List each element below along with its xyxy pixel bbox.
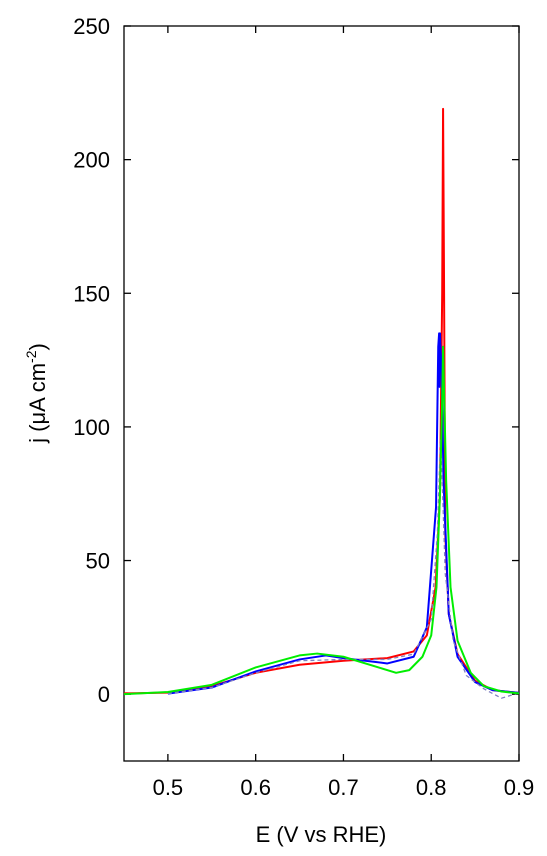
y-tick-label: 50 [86, 549, 110, 574]
x-tick-label: 0.6 [240, 775, 271, 800]
x-tick-label: 0.7 [328, 775, 359, 800]
x-axis-title: E (V vs RHE) [256, 822, 387, 847]
x-tick-label: 0.8 [416, 775, 447, 800]
y-axis: 0 50 100 150 200 250 [73, 14, 519, 707]
y-axis-title-exponent: -2 [23, 350, 39, 363]
y-axis-title-suffix: ) [25, 343, 50, 350]
y-axis-title: j (μA cm-2) [23, 343, 50, 444]
y-tick-label: 250 [73, 14, 110, 39]
y-tick-label: 100 [73, 415, 110, 440]
series-line-2 [167, 332, 520, 695]
y-tick-label: 200 [73, 148, 110, 173]
series-line-1 [123, 107, 520, 695]
y-axis-title-prefix: j ( [25, 424, 50, 444]
series-line-3 [167, 439, 520, 699]
y-axis-title-mu: μ [25, 412, 50, 425]
y-tick-label: 0 [98, 682, 110, 707]
series-line-4 [123, 345, 520, 696]
plot-series [123, 107, 520, 699]
x-axis: 0.5 0.6 0.7 0.8 0.9 [153, 26, 535, 800]
x-tick-label: 0.5 [153, 775, 184, 800]
plot-frame [123, 25, 520, 762]
y-tick-label: 150 [73, 281, 110, 306]
x-tick-label: 0.9 [504, 775, 535, 800]
y-axis-title-unit: A cm [25, 363, 50, 412]
